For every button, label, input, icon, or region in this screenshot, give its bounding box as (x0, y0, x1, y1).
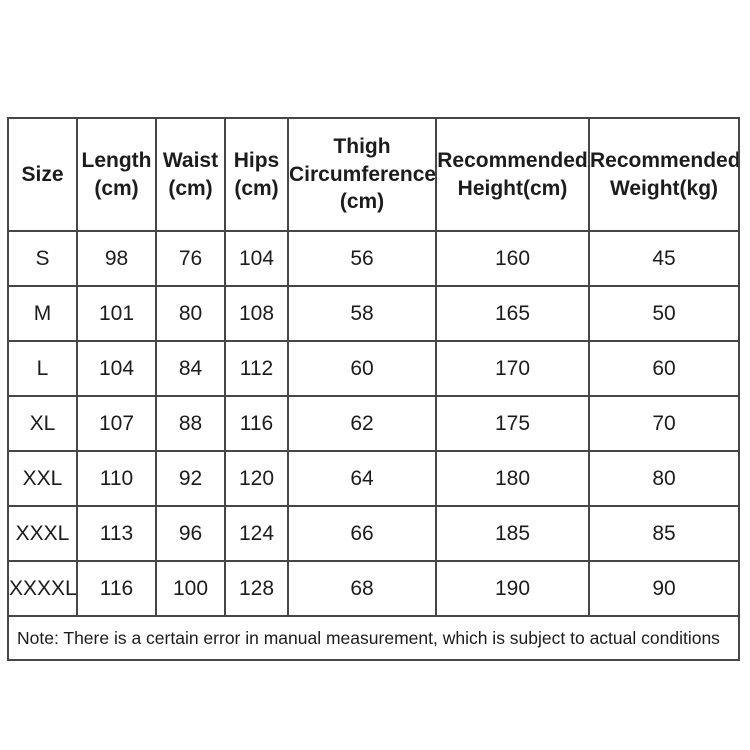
cell-weight: 60 (588, 340, 740, 397)
cell-size: XXL (7, 450, 78, 507)
col-header-length: Length (cm) (76, 117, 157, 232)
cell-size: L (7, 340, 78, 397)
cell-length: 104 (76, 340, 157, 397)
cell-hips: 116 (224, 395, 289, 452)
cell-thigh: 58 (287, 285, 437, 342)
cell-waist: 96 (155, 505, 226, 562)
cell-length: 110 (76, 450, 157, 507)
col-header-size: Size (7, 117, 78, 232)
table-row-m: M 101 80 108 58 165 50 (7, 285, 740, 342)
cell-waist: 88 (155, 395, 226, 452)
cell-height: 165 (435, 285, 590, 342)
cell-weight: 90 (588, 560, 740, 617)
col-header-recommended-height: Recommended Height(cm) (435, 117, 590, 232)
cell-height: 180 (435, 450, 590, 507)
header-row: Size Length (cm) Waist (cm) Hips (cm) Th… (7, 117, 740, 232)
table-row-xxl: XXL 110 92 120 64 180 80 (7, 450, 740, 507)
cell-length: 107 (76, 395, 157, 452)
table-row-xxxxl: XXXXL 116 100 128 68 190 90 (7, 560, 740, 617)
cell-size: XXXL (7, 505, 78, 562)
cell-thigh: 60 (287, 340, 437, 397)
cell-height: 170 (435, 340, 590, 397)
cell-size: M (7, 285, 78, 342)
cell-waist: 100 (155, 560, 226, 617)
note-text: Note: There is a certain error in manual… (7, 615, 740, 661)
cell-weight: 50 (588, 285, 740, 342)
cell-length: 116 (76, 560, 157, 617)
cell-thigh: 62 (287, 395, 437, 452)
cell-hips: 104 (224, 230, 289, 287)
cell-waist: 92 (155, 450, 226, 507)
note-row: Note: There is a certain error in manual… (7, 615, 740, 661)
cell-hips: 108 (224, 285, 289, 342)
col-header-thigh-circumference: Thigh Circumference (cm) (287, 117, 437, 232)
cell-thigh: 56 (287, 230, 437, 287)
cell-length: 113 (76, 505, 157, 562)
cell-thigh: 68 (287, 560, 437, 617)
cell-thigh: 66 (287, 505, 437, 562)
col-header-recommended-weight: Recommended Weight(kg) (588, 117, 740, 232)
col-header-waist: Waist (cm) (155, 117, 226, 232)
cell-waist: 80 (155, 285, 226, 342)
cell-hips: 128 (224, 560, 289, 617)
cell-weight: 70 (588, 395, 740, 452)
table-row-s: S 98 76 104 56 160 45 (7, 230, 740, 287)
table-row-xl: XL 107 88 116 62 175 70 (7, 395, 740, 452)
cell-length: 98 (76, 230, 157, 287)
cell-height: 190 (435, 560, 590, 617)
cell-thigh: 64 (287, 450, 437, 507)
cell-weight: 85 (588, 505, 740, 562)
table-row-xxxl: XXXL 113 96 124 66 185 85 (7, 505, 740, 562)
cell-height: 175 (435, 395, 590, 452)
cell-hips: 112 (224, 340, 289, 397)
cell-waist: 84 (155, 340, 226, 397)
cell-size: XL (7, 395, 78, 452)
cell-weight: 45 (588, 230, 740, 287)
cell-waist: 76 (155, 230, 226, 287)
cell-height: 160 (435, 230, 590, 287)
cell-hips: 124 (224, 505, 289, 562)
col-header-hips: Hips (cm) (224, 117, 289, 232)
table-row-l: L 104 84 112 60 170 60 (7, 340, 740, 397)
cell-hips: 120 (224, 450, 289, 507)
cell-height: 185 (435, 505, 590, 562)
cell-size: S (7, 230, 78, 287)
size-chart-table: Size Length (cm) Waist (cm) Hips (cm) Th… (7, 117, 740, 661)
cell-size: XXXXL (7, 560, 78, 617)
cell-length: 101 (76, 285, 157, 342)
cell-weight: 80 (588, 450, 740, 507)
